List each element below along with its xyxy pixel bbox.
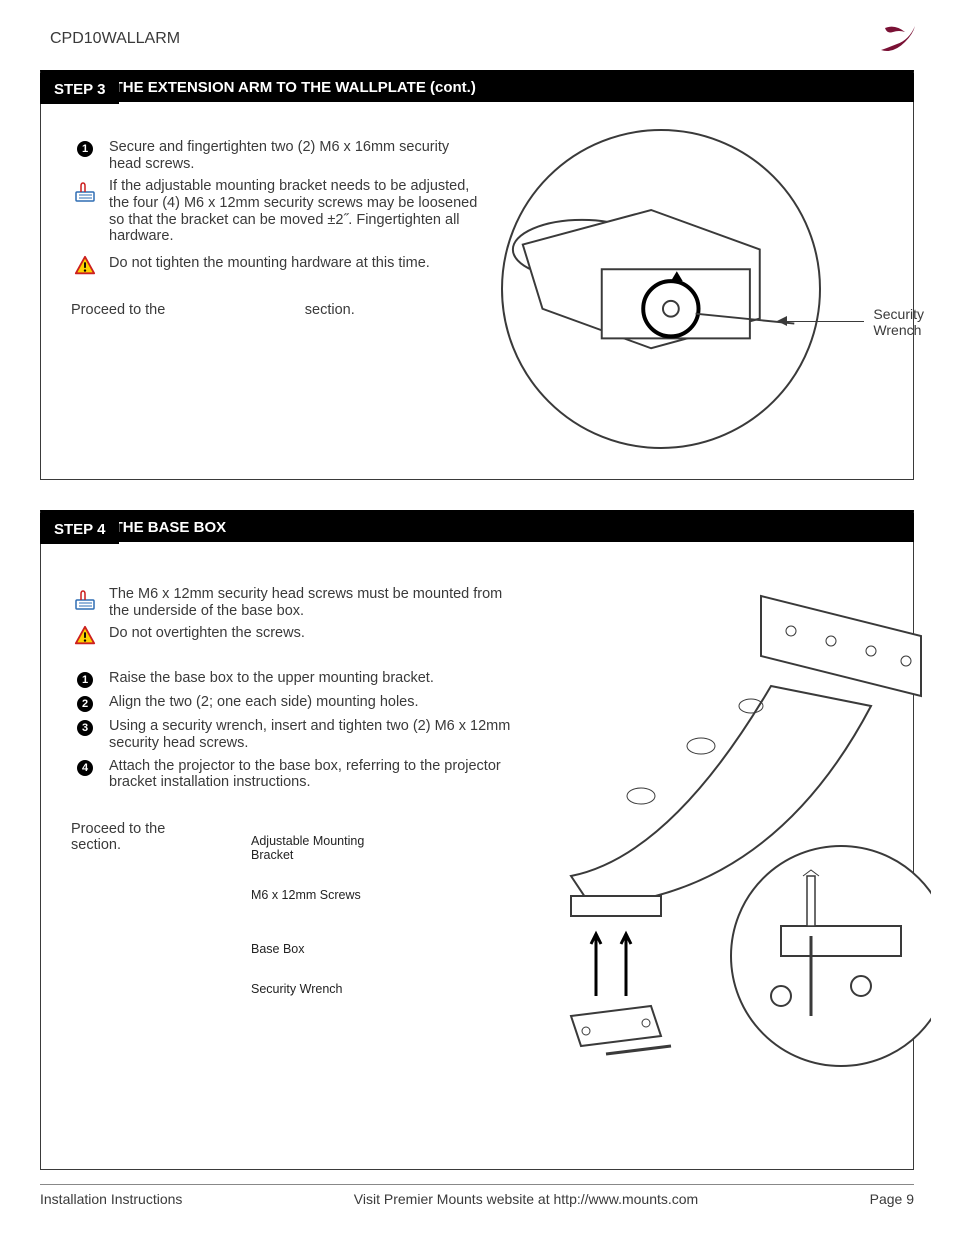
callout-label: Base Box xyxy=(251,942,364,956)
note-hand-icon xyxy=(71,178,99,209)
proceed-suffix: section. xyxy=(301,302,355,318)
instruction-item: 2 Align the two (2; one each side) mount… xyxy=(71,694,511,712)
instruction-text: Raise the base box to the upper mounting… xyxy=(109,670,511,687)
diagram-label: Security Wrench xyxy=(873,306,924,338)
instruction-text: Do not overtighten the screws. xyxy=(109,625,511,642)
page-footer: Installation Instructions Visit Premier … xyxy=(40,1184,914,1207)
instruction-text: Align the two (2; one each side) mountin… xyxy=(109,694,511,711)
note-hand-icon xyxy=(71,586,99,617)
instruction-column: 1 Secure and fingertighten two (2) M6 x … xyxy=(51,139,481,449)
step-number-icon: 4 xyxy=(77,760,93,776)
warning-icon xyxy=(71,625,99,652)
callout-label: Security Wrench xyxy=(251,982,364,996)
footer-left: Installation Instructions xyxy=(40,1191,182,1207)
footer-center: Visit Premier Mounts website at http://w… xyxy=(354,1191,698,1207)
section-title: ATTACH THE BASE BOX xyxy=(40,513,914,542)
instruction-item: Do not overtighten the screws. xyxy=(71,625,511,652)
instruction-item: 3 Using a security wrench, insert and ti… xyxy=(71,718,511,751)
section-attach-arm: ATTACH THE EXTENSION ARM TO THE WALLPLAT… xyxy=(40,70,914,480)
bracket-illustration-icon xyxy=(503,131,819,447)
section-title: ATTACH THE EXTENSION ARM TO THE WALLPLAT… xyxy=(40,73,914,102)
model-number: CPD10WALLARM xyxy=(40,30,914,48)
warning-icon xyxy=(71,255,99,282)
proceed-prefix: Proceed to the xyxy=(71,302,169,318)
proceed-suffix: section. xyxy=(71,837,121,853)
callout-label: Adjustable Mounting Bracket xyxy=(251,834,364,862)
assembly-illustration-icon xyxy=(511,576,931,1096)
callout-leader-line xyxy=(784,321,864,322)
diagram-bracket-circle: Security Wrench xyxy=(501,129,821,449)
proceed-text: Proceed to the Attach the Base Box secti… xyxy=(71,302,481,318)
callout-label: M6 x 12mm Screws xyxy=(251,888,364,902)
proceed-link: Attach the Base Box xyxy=(169,302,300,318)
step-number-icon: 1 xyxy=(77,672,93,688)
proceed-prefix: Proceed to the xyxy=(71,821,169,837)
instruction-item: The M6 x 12mm security head screws must … xyxy=(71,586,511,619)
instruction-column: The M6 x 12mm security head screws must … xyxy=(51,586,511,886)
instruction-item: 4 Attach the projector to the base box, … xyxy=(71,758,511,791)
step-tab: STEP 3 xyxy=(40,73,119,104)
diagram-column xyxy=(521,586,903,886)
step-tab: STEP 4 xyxy=(40,513,119,544)
page: CPD10WALLARM ATTACH THE EXTENSION ARM TO… xyxy=(0,0,954,1235)
instruction-text: If the adjustable mounting bracket needs… xyxy=(109,178,481,245)
instruction-item: 1 Secure and fingertighten two (2) M6 x … xyxy=(71,139,481,172)
diagram-column: Security Wrench xyxy=(491,139,903,449)
instruction-text: Using a security wrench, insert and tigh… xyxy=(109,718,511,751)
step-number-icon: 3 xyxy=(77,720,93,736)
brand-logo-icon xyxy=(875,20,919,63)
diagram-callouts: Adjustable Mounting Bracket M6 x 12mm Sc… xyxy=(251,834,364,1022)
callout-arrow-icon xyxy=(777,316,787,326)
instruction-item: If the adjustable mounting bracket needs… xyxy=(71,178,481,245)
instruction-text: Secure and fingertighten two (2) M6 x 16… xyxy=(109,139,481,172)
step-number-icon: 1 xyxy=(77,141,93,157)
page-header: CPD10WALLARM xyxy=(40,30,914,60)
instruction-text: Attach the projector to the base box, re… xyxy=(109,758,511,791)
section-attach-base-box: ATTACH THE BASE BOX STEP 4 The M6 x 12mm… xyxy=(40,510,914,1170)
footer-right: Page 9 xyxy=(870,1191,914,1207)
instruction-item: 1 Raise the base box to the upper mounti… xyxy=(71,670,511,688)
step-number-icon: 2 xyxy=(77,696,93,712)
instruction-text: The M6 x 12mm security head screws must … xyxy=(109,586,511,619)
instruction-item: Do not tighten the mounting hardware at … xyxy=(71,255,481,282)
instruction-text: Do not tighten the mounting hardware at … xyxy=(109,255,481,272)
